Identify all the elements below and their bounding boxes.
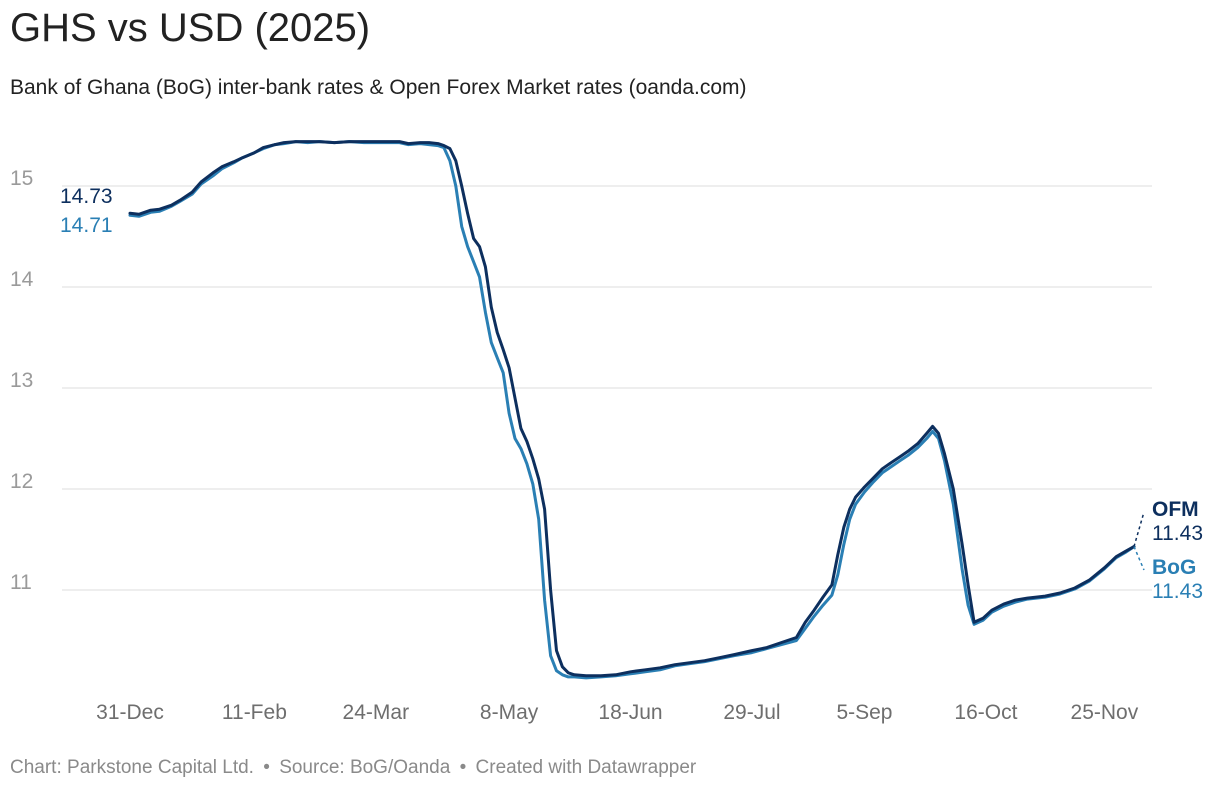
chart-credit: Chart: Parkstone Capital Ltd.: [10, 757, 254, 778]
chart-footer: Chart: Parkstone Capital Ltd. • Source: …: [10, 757, 696, 779]
x-tick-label: 29-Jul: [723, 701, 780, 724]
y-tick-label: 13: [10, 369, 33, 392]
end-series-name-bog: BoG: [1152, 556, 1196, 579]
x-tick-label: 11-Feb: [222, 701, 287, 724]
end-label-connector: [1133, 511, 1145, 547]
x-tick-label: 5-Sep: [836, 701, 892, 724]
end-value-label-bog: 11.43: [1152, 580, 1203, 603]
start-value-label-ofm: 14.73: [60, 185, 113, 208]
chart-subtitle: Bank of Ghana (BoG) inter-bank rates & O…: [10, 76, 747, 99]
start-value-label-bog: 14.71: [60, 214, 113, 237]
footer-separator: •: [263, 757, 270, 778]
series-line-bog: [128, 140, 1136, 680]
footer-separator: •: [459, 757, 467, 778]
source-note: Source: BoG/Oanda: [279, 757, 451, 778]
x-tick-label: 31-Dec: [96, 701, 164, 724]
end-label-connector: [1133, 546, 1145, 571]
y-tick-label: 12: [10, 470, 33, 493]
series-line-ofm: [128, 140, 1136, 678]
y-tick-label: 14: [10, 268, 34, 291]
created-with-note: Created with Datawrapper: [475, 757, 697, 778]
x-tick-label: 18-Jun: [598, 701, 662, 724]
end-series-name-ofm: OFM: [1152, 498, 1199, 521]
end-value-label-ofm: 11.43: [1152, 522, 1203, 545]
x-tick-label: 24-Mar: [343, 701, 410, 724]
y-tick-label: 15: [10, 167, 33, 190]
x-tick-label: 16-Oct: [954, 701, 1017, 724]
chart-title: GHS vs USD (2025): [10, 6, 371, 50]
x-tick-label: 8-May: [480, 701, 539, 724]
y-tick-label: 11: [10, 571, 32, 594]
x-tick-label: 25-Nov: [1071, 701, 1139, 724]
